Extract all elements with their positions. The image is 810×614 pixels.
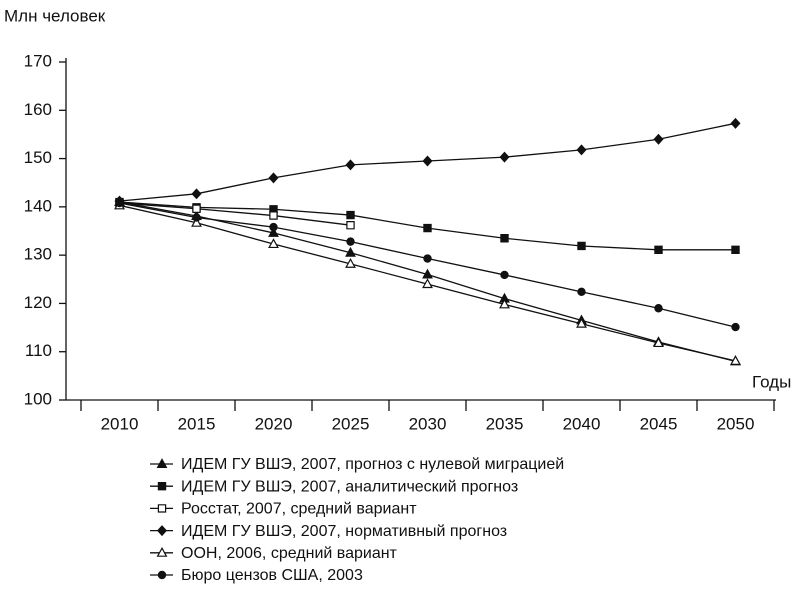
legend-marker [157, 482, 167, 491]
point [730, 117, 741, 129]
legend-marker [156, 525, 168, 537]
point [577, 241, 586, 251]
point [499, 151, 510, 163]
point [346, 221, 355, 230]
point [191, 216, 202, 227]
x-tick-label: 2035 [486, 414, 524, 433]
x-tick-label: 2040 [563, 414, 601, 433]
point [500, 234, 509, 243]
y-tick-label: 130 [24, 245, 52, 264]
x-tick-label: 2010 [101, 414, 139, 433]
legend-label: Бюро цензов США, 2003 [181, 567, 363, 584]
point [192, 213, 201, 222]
point [346, 210, 355, 220]
legend-marker [156, 546, 168, 557]
y-tick-label: 140 [24, 196, 52, 215]
point [576, 144, 587, 156]
point [191, 188, 202, 200]
legend-marker [157, 570, 167, 580]
y-tick-label: 150 [24, 148, 52, 167]
point [192, 204, 201, 213]
x-axis-label: Годы [752, 372, 791, 391]
x-tick-label: 2030 [409, 414, 447, 433]
legend-label: ИДЕМ ГУ ВШЭ, 2007, прогноз с нулевой миг… [181, 456, 564, 473]
point [346, 237, 355, 246]
x-tick-label: 2020 [255, 414, 293, 433]
point [576, 317, 587, 328]
y-tick-label: 110 [25, 341, 52, 360]
point [422, 268, 433, 279]
point [731, 322, 740, 332]
point [731, 245, 740, 255]
point [423, 223, 432, 233]
point [499, 298, 510, 309]
point [345, 246, 356, 257]
point [654, 304, 663, 313]
point [653, 133, 664, 145]
legend-label: ИДЕМ ГУ ВШЭ, 2007, нормативный прогноз [181, 523, 507, 540]
point [422, 278, 433, 289]
point [268, 172, 279, 184]
point [345, 159, 356, 171]
point [269, 222, 278, 232]
point [345, 257, 356, 268]
point [268, 227, 279, 237]
x-tick-label: 2015 [178, 414, 216, 433]
y-tick-label: 120 [24, 293, 52, 312]
legend-marker [156, 458, 168, 468]
x-tick-label: 2050 [717, 414, 755, 433]
point [653, 337, 664, 348]
point [577, 287, 586, 297]
point [115, 198, 124, 208]
point [422, 155, 433, 167]
x-tick-label: 2045 [640, 414, 678, 433]
point [423, 254, 432, 263]
point [730, 355, 741, 365]
legend: ИДЕМ ГУ ВШЭ, 2007, прогноз с нулевой миг… [150, 456, 564, 584]
series-line [119, 202, 351, 226]
point [500, 270, 509, 280]
x-tick-label: 2025 [332, 414, 370, 433]
series-line [119, 202, 736, 328]
y-tick-label: 170 [24, 51, 52, 70]
legend-label: Росстат, 2007, средний вариант [181, 501, 417, 518]
point [269, 211, 278, 220]
y-axis-label: Млн человек [4, 6, 106, 25]
legend-marker [157, 504, 167, 513]
y-tick-label: 100 [24, 389, 52, 408]
y-tick-label: 160 [24, 100, 52, 119]
point [654, 245, 663, 255]
legend-label: ИДЕМ ГУ ВШЭ, 2007, аналитический прогноз [181, 478, 518, 495]
point [268, 238, 279, 249]
legend-label: ООН, 2006, средний вариант [181, 545, 398, 562]
